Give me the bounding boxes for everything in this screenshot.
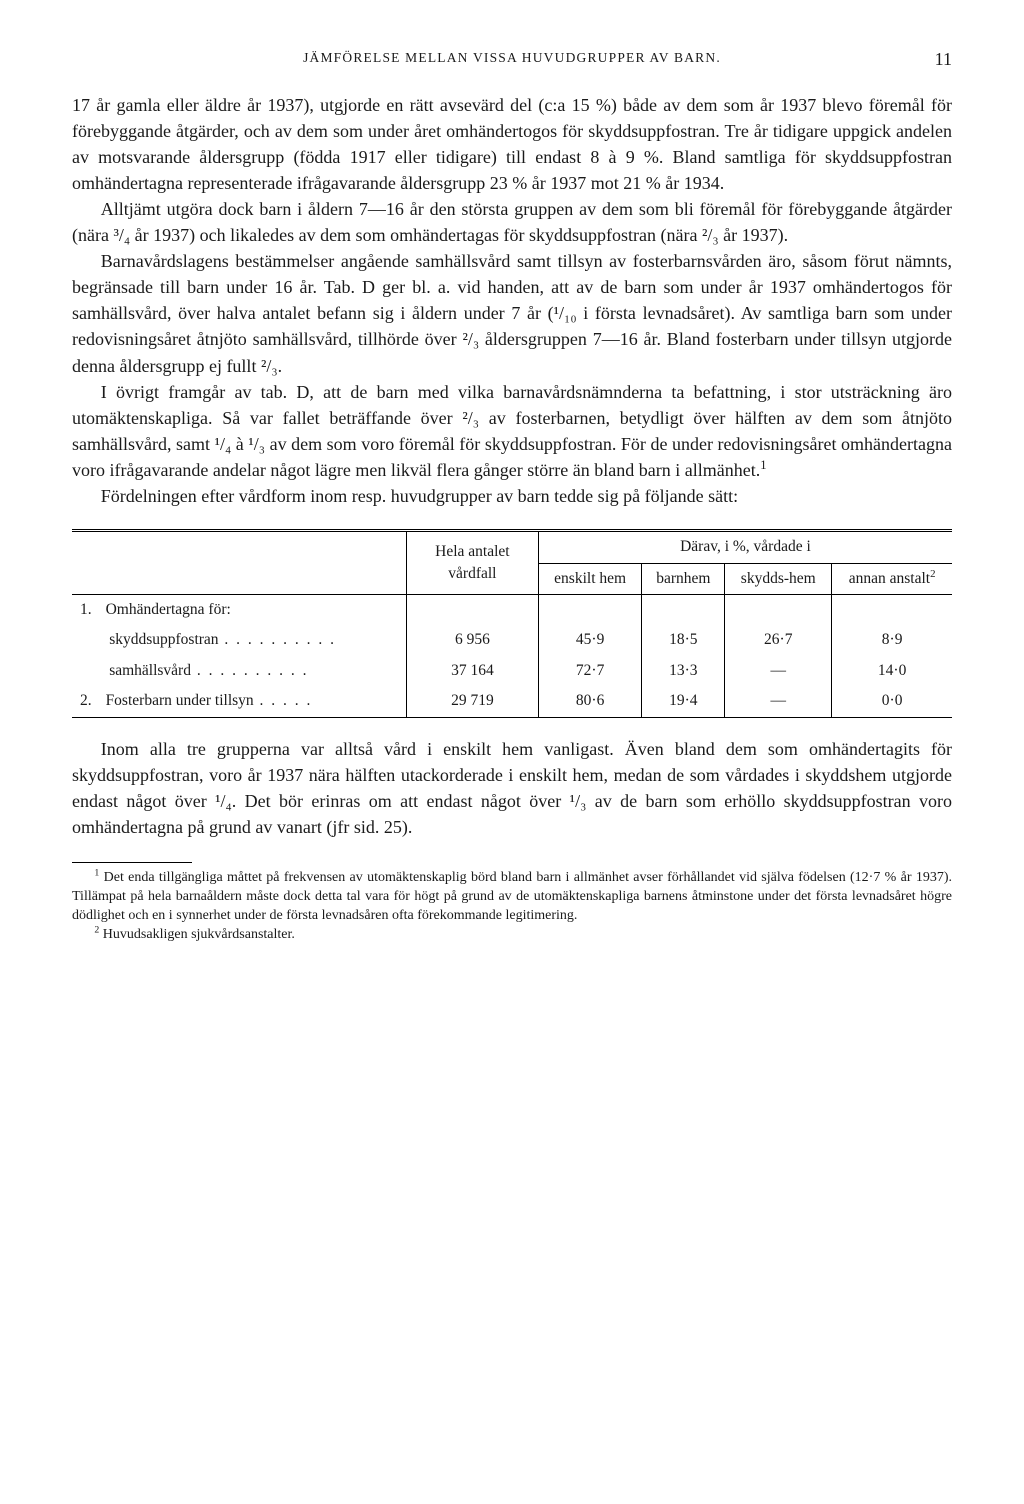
cell: — [725,656,832,686]
cell: 18·5 [642,625,725,655]
row-label: samhällsvård [109,662,191,679]
body-paragraph: Barnavårdslagens bestämmelser angående s… [72,248,952,378]
footnote: 2 Huvudsakligen sjukvårdsanstalter. [72,926,952,945]
cell: 45·9 [538,625,641,655]
cell: 26·7 [725,625,832,655]
table-row: skyddsuppfostran 6 956 45·9 18·5 26·7 8·… [72,625,952,655]
body-paragraph: Fördelningen efter vårdform inom resp. h… [72,483,952,509]
cell: 19·4 [642,686,725,717]
table-row: 1. Omhändertagna för: [72,595,952,626]
footnote: 1 Det enda tillgängliga måttet på frekve… [72,869,952,926]
cell: 13·3 [642,656,725,686]
cell: 0·0 [832,686,952,717]
cell: 14·0 [832,656,952,686]
footnote-mark: 2 [94,924,99,935]
footnote-ref: 1 [760,458,766,472]
row-group-label: Omhändertagna för: [106,601,231,618]
row-label: skyddsuppfostran [109,631,218,648]
col-header-skydds: skydds-hem [725,563,832,594]
body-paragraph: Alltjämt utgöra dock barn i åldern 7—16 … [72,196,952,248]
col-header-annan: annan anstalt2 [832,563,952,594]
footnote-rule [72,862,192,863]
table-row: samhällsvård 37 164 72·7 13·3 — 14·0 [72,656,952,686]
body-paragraph: I övrigt framgår av tab. D, att de barn … [72,379,952,483]
page-number: 11 [935,46,952,72]
footnote-text: Huvudsakligen sjukvårdsanstalter. [103,927,295,942]
leader-dots [191,662,309,679]
cell: 6 956 [406,625,538,655]
table-row: 2. Fosterbarn under tillsyn 29 719 80·6 … [72,686,952,717]
cell: 80·6 [538,686,641,717]
cell: 8·9 [832,625,952,655]
body-paragraph: 17 år gamla eller äldre år 1937), utgjor… [72,92,952,196]
row-group-label: Fosterbarn under tillsyn [106,692,254,709]
footnote-mark: 1 [94,868,99,879]
cell: 29 719 [406,686,538,717]
body-paragraph: Inom alla tre grupperna var alltså vård … [72,736,952,840]
col-header-barnhem: barnhem [642,563,725,594]
row-group-num: 2. [80,690,102,712]
col-header-group: Därav, i %, vårdade i [538,531,952,563]
cell: 72·7 [538,656,641,686]
footnote-ref: 2 [930,567,935,579]
cell: 37 164 [406,656,538,686]
col-header-enskilt: enskilt hem [538,563,641,594]
footnote-text: Det enda tillgängliga måttet på frekvens… [72,870,952,923]
col-header-total: Hela antalet vårdfall [406,531,538,595]
col-annan-text: annan anstalt [849,570,930,587]
para-text: I övrigt framgår av tab. D, att de barn … [72,382,952,480]
data-table: Hela antalet vårdfall Därav, i %, vårdad… [72,529,952,718]
row-group-num: 1. [80,599,102,621]
leader-dots [219,631,337,648]
cell: — [725,686,832,717]
leader-dots [254,692,313,709]
running-head: JÄMFÖRELSE MELLAN VISSA HUVUDGRUPPER AV … [303,48,721,68]
